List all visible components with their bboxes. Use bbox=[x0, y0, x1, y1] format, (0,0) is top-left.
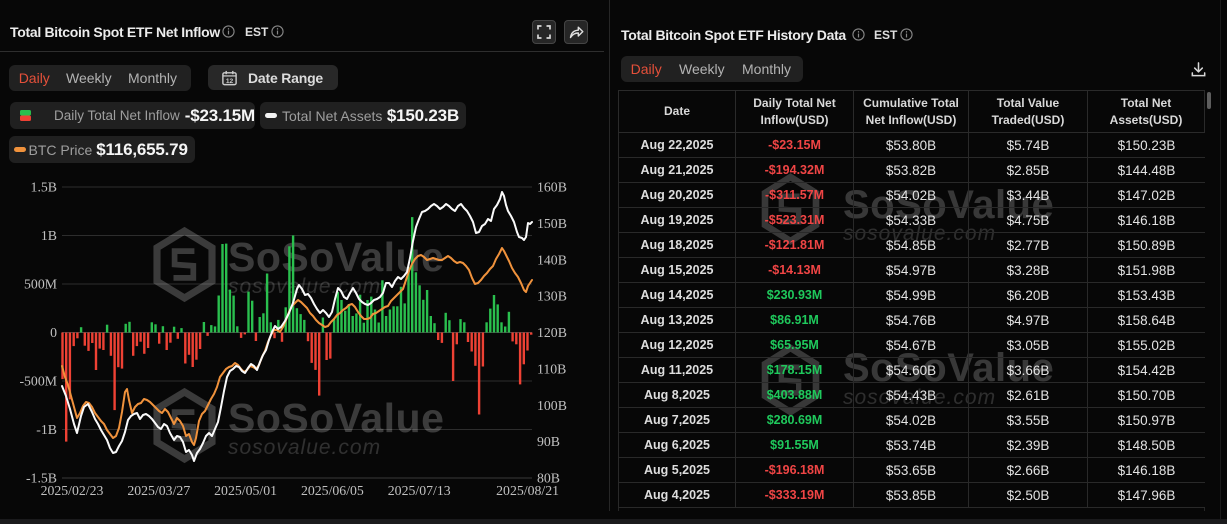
svg-text:0: 0 bbox=[50, 325, 57, 340]
svg-text:2025/02/23: 2025/02/23 bbox=[41, 483, 104, 498]
svg-text:-1.5B: -1.5B bbox=[26, 471, 57, 486]
svg-text:90B: 90B bbox=[537, 434, 560, 449]
svg-text:2025/05/01: 2025/05/01 bbox=[214, 483, 277, 498]
svg-text:500M: 500M bbox=[24, 277, 57, 292]
svg-text:12: 12 bbox=[226, 77, 234, 84]
svg-text:80B: 80B bbox=[537, 471, 560, 486]
svg-text:140B: 140B bbox=[537, 252, 567, 267]
svg-text:2025/08/21: 2025/08/21 bbox=[496, 483, 559, 498]
svg-text:-1B: -1B bbox=[36, 422, 57, 437]
svg-text:110B: 110B bbox=[537, 361, 566, 376]
svg-text:120B: 120B bbox=[537, 325, 567, 340]
svg-text:sosovalue.com: sosovalue.com bbox=[228, 436, 381, 459]
svg-text:130B: 130B bbox=[537, 289, 567, 304]
svg-text:SoSoValue: SoSoValue bbox=[228, 395, 444, 441]
svg-text:160B: 160B bbox=[537, 180, 567, 195]
svg-text:2025/03/27: 2025/03/27 bbox=[127, 483, 190, 498]
svg-text:2025/06/05: 2025/06/05 bbox=[301, 483, 364, 498]
svg-text:1.5B: 1.5B bbox=[31, 180, 57, 195]
svg-text:1B: 1B bbox=[41, 228, 57, 243]
svg-text:100B: 100B bbox=[537, 398, 567, 413]
svg-text:150B: 150B bbox=[537, 216, 567, 231]
svg-text:2025/07/13: 2025/07/13 bbox=[388, 483, 451, 498]
svg-text:-500M: -500M bbox=[19, 374, 57, 389]
